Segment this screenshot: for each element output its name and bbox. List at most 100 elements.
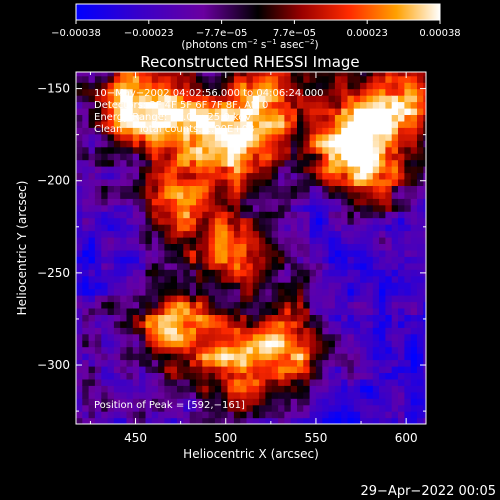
heatmap-cell bbox=[366, 282, 374, 290]
heatmap-cell bbox=[113, 107, 121, 115]
heatmap-cell bbox=[303, 333, 311, 341]
heatmap-cell bbox=[196, 320, 203, 328]
heatmap-cell bbox=[170, 275, 178, 283]
heatmap-cell bbox=[227, 353, 235, 361]
heatmap-cell bbox=[265, 224, 273, 232]
heatmap-cell bbox=[410, 249, 418, 257]
heatmap-cell bbox=[259, 385, 266, 393]
heatmap-cell bbox=[94, 365, 102, 373]
heatmap-cell bbox=[132, 256, 140, 264]
heatmap-cell bbox=[88, 230, 96, 238]
heatmap-cell bbox=[202, 120, 210, 128]
heatmap-cell bbox=[208, 359, 216, 367]
heatmap-cell bbox=[202, 72, 210, 77]
heatmap-cell bbox=[391, 411, 399, 419]
heatmap-cell bbox=[170, 191, 178, 199]
heatmap-cell bbox=[221, 101, 229, 109]
heatmap-cell bbox=[246, 120, 254, 128]
heatmap-cell bbox=[227, 346, 235, 354]
heatmap-cell bbox=[76, 346, 83, 354]
heatmap-cell bbox=[271, 269, 279, 277]
heatmap-cell bbox=[240, 372, 248, 380]
heatmap-cell bbox=[271, 191, 279, 199]
heatmap-cell bbox=[297, 178, 304, 186]
heatmap-cell bbox=[145, 340, 153, 348]
heatmap-cell bbox=[126, 411, 134, 419]
heatmap-cell bbox=[120, 288, 128, 296]
heatmap-cell bbox=[290, 204, 298, 212]
heatmap-cell bbox=[379, 120, 386, 128]
heatmap-cell bbox=[202, 191, 210, 199]
heatmap-cell bbox=[88, 127, 96, 135]
heatmap-cell bbox=[404, 249, 412, 257]
heatmap-cell bbox=[315, 88, 323, 96]
heatmap-cell bbox=[334, 178, 342, 186]
heatmap-cell bbox=[315, 359, 323, 367]
heatmap-cell bbox=[303, 204, 311, 212]
heatmap-cell bbox=[126, 269, 134, 277]
heatmap-cell bbox=[196, 275, 203, 283]
heatmap-cell bbox=[290, 140, 298, 148]
heatmap-cell bbox=[126, 172, 134, 180]
heatmap-cell bbox=[278, 256, 285, 264]
heatmap-cell bbox=[88, 417, 96, 424]
heatmap-cell bbox=[297, 101, 304, 109]
heatmap-cell bbox=[334, 256, 342, 264]
heatmap-cell bbox=[353, 295, 361, 303]
heatmap-cell bbox=[252, 146, 260, 154]
heatmap-cell bbox=[366, 166, 374, 174]
colorbar-tick-label: −0.00023 bbox=[124, 28, 174, 39]
heatmap-cell bbox=[132, 146, 140, 154]
heatmap-cell bbox=[347, 320, 355, 328]
heatmap-cell bbox=[233, 120, 241, 128]
heatmap-cell bbox=[246, 411, 254, 419]
heatmap-cell bbox=[404, 243, 412, 251]
heatmap-cell bbox=[360, 120, 367, 128]
heatmap-cell bbox=[366, 224, 374, 232]
heatmap-cell bbox=[132, 166, 140, 174]
heatmap-cell bbox=[126, 211, 134, 219]
heatmap-cell bbox=[265, 411, 273, 419]
heatmap-cell bbox=[404, 340, 412, 348]
heatmap-cell bbox=[208, 101, 216, 109]
heatmap-cell bbox=[139, 127, 146, 135]
heatmap-cell bbox=[88, 340, 96, 348]
heatmap-cell bbox=[202, 88, 210, 96]
heatmap-cell bbox=[189, 185, 197, 193]
heatmap-cell bbox=[284, 269, 292, 277]
heatmap-cell bbox=[372, 172, 380, 180]
heatmap-cell bbox=[341, 365, 349, 373]
heatmap-cell bbox=[271, 333, 279, 341]
heatmap-cell bbox=[341, 198, 349, 206]
heatmap-cell bbox=[214, 127, 222, 135]
heatmap-cell bbox=[410, 230, 418, 238]
heatmap-cell bbox=[410, 185, 418, 193]
heatmap-cell bbox=[347, 353, 355, 361]
heatmap-cell bbox=[379, 327, 386, 335]
heatmap-cell bbox=[366, 159, 374, 167]
heatmap-cell bbox=[233, 288, 241, 296]
heatmap-cell bbox=[158, 275, 165, 283]
heatmap-cell bbox=[315, 327, 323, 335]
heatmap-cell bbox=[126, 404, 134, 412]
heatmap-cell bbox=[132, 236, 140, 244]
heatmap-cell bbox=[158, 411, 165, 419]
heatmap-cell bbox=[366, 340, 374, 348]
heatmap-cell bbox=[284, 398, 292, 406]
heatmap-cell bbox=[353, 346, 361, 354]
heatmap-cell bbox=[113, 243, 121, 251]
heatmap-cell bbox=[170, 211, 178, 219]
heatmap-cell bbox=[278, 301, 285, 309]
heatmap-cell bbox=[385, 256, 393, 264]
heatmap-cell bbox=[233, 295, 241, 303]
heatmap-cell bbox=[379, 256, 386, 264]
heatmap-cell bbox=[379, 398, 386, 406]
heatmap-cell bbox=[284, 314, 292, 322]
heatmap-cell bbox=[221, 95, 229, 103]
heatmap-cell bbox=[417, 166, 424, 174]
heatmap-cell bbox=[107, 243, 115, 251]
heatmap-cell bbox=[252, 204, 260, 212]
heatmap-cell bbox=[177, 256, 184, 264]
heatmap-cell bbox=[113, 120, 121, 128]
heatmap-cell bbox=[372, 411, 380, 419]
